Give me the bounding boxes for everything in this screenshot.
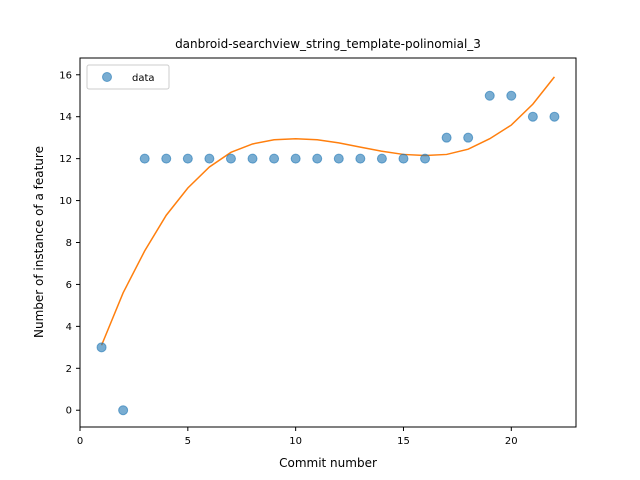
data-point [139,153,150,164]
legend-marker-data [102,72,112,82]
data-point [333,153,344,164]
legend-box [86,64,170,90]
legend: data [86,64,170,90]
data-point [96,342,107,353]
data-point [441,132,452,143]
y-tick-label: 2 [66,364,72,375]
y-axis: 0 2 4 6 8 10 12 14 16 [59,70,80,417]
plot-area [79,57,577,428]
plot-frame [79,57,577,428]
data-point [463,132,474,143]
data-point [118,405,129,416]
data-point [161,153,172,164]
x-axis-title: Commit number [279,456,377,470]
data-point [290,153,301,164]
fit-line [100,76,556,346]
data-point [204,153,215,164]
y-tick-label: 14 [59,112,72,123]
x-tick-label: 0 [77,436,83,447]
y-tick-label: 8 [66,238,72,249]
data-point [506,90,517,101]
y-tick-label: 6 [66,280,72,291]
data-point [376,153,387,164]
y-tick-label: 16 [59,70,72,81]
y-tick-label: 4 [66,322,72,333]
data-point [420,153,431,164]
x-tick-label: 10 [289,436,302,447]
data-point [247,153,258,164]
data-point [398,153,409,164]
data-point [269,153,280,164]
data-point [549,111,560,122]
legend-label-data: data [132,73,155,84]
series-layer [96,76,560,416]
x-tick-label: 20 [505,436,518,447]
y-tick-label: 0 [66,406,72,417]
x-tick-label: 5 [185,436,191,447]
data-point [225,153,236,164]
chart-title: danbroid-searchview_string_template-poli… [175,37,481,51]
data-point [312,153,323,164]
y-tick-label: 12 [59,154,72,165]
y-axis-title: Number of instance of a feature [32,146,46,338]
data-point [182,153,193,164]
x-tick-label: 15 [397,436,410,447]
x-axis: 0 5 10 15 20 [77,427,518,447]
data-point [527,111,538,122]
data-point [484,90,495,101]
y-tick-label: 10 [59,196,72,207]
data-point [355,153,366,164]
